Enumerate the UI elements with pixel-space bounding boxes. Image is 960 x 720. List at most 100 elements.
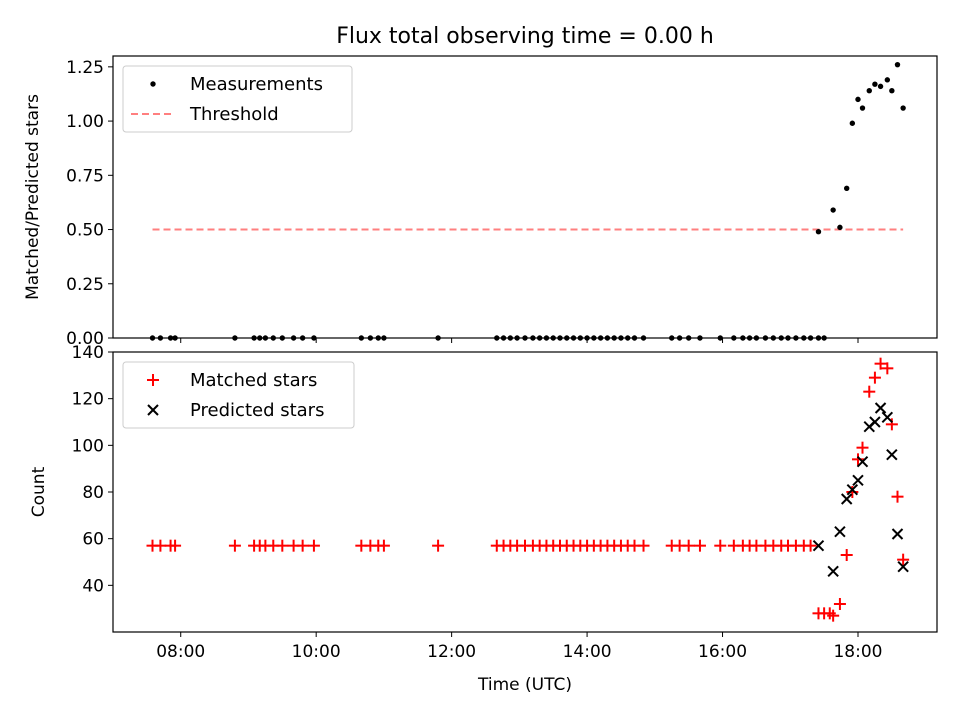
measurement-point: [550, 335, 556, 341]
measurement-point: [830, 207, 836, 213]
top-y-tick-label: 0.25: [66, 275, 104, 295]
measurement-point: [676, 335, 683, 341]
measurement-point: [821, 335, 827, 341]
measurement-point: [770, 335, 777, 341]
top-panel: 0.00 0.25 0.50 0.75 1.00 1.25 Matched/Predict…: [23, 55, 938, 349]
matched-star-point: [307, 539, 320, 552]
measurement-point: [849, 120, 856, 126]
matched-star-point: [154, 539, 167, 552]
legend-matched-marker: [147, 374, 159, 386]
legend-matched-label: Matched stars: [190, 370, 317, 391]
predicted-star-point: [812, 539, 825, 552]
measurement-point: [358, 335, 365, 341]
measurement-point: [697, 335, 703, 341]
matched-star-point: [891, 490, 904, 503]
matched-star-point: [296, 539, 309, 552]
bottom-x-tick-label: 14:00: [563, 642, 612, 662]
measurement-point: [611, 335, 617, 341]
bottom-x-tick-label: 08:00: [156, 642, 205, 662]
legend-threshold-label: Threshold: [189, 104, 279, 125]
predicted-star-point: [891, 528, 904, 540]
bottom-legend: Matched stars Predicted stars: [122, 361, 355, 429]
measurement-point: [232, 335, 238, 341]
measurement-point: [762, 335, 769, 341]
bottom-marks: [146, 357, 910, 622]
predicted-star-point: [852, 474, 864, 487]
measurement-point: [884, 77, 891, 83]
legend-predicted-label: Predicted stars: [190, 400, 324, 421]
measurement-point: [543, 335, 550, 341]
matched-star-point: [804, 539, 817, 552]
matched-star-point: [856, 441, 869, 454]
measurement-point: [435, 335, 441, 341]
measurement-point: [618, 335, 624, 341]
bottom-y-tick-label: 100: [72, 436, 104, 456]
measurement-point: [522, 335, 528, 341]
measurement-point: [500, 335, 507, 341]
measurement-point: [669, 335, 675, 341]
predicted-star-point: [827, 565, 839, 578]
predicted-star-point: [869, 416, 881, 428]
measurement-point: [859, 105, 866, 111]
predicted-star-point: [834, 525, 846, 538]
matched-star-point: [693, 539, 706, 552]
predicted-star-point: [846, 483, 859, 496]
measurement-point: [855, 96, 861, 103]
measurement-point: [270, 335, 276, 341]
predicted-star-point: [886, 448, 898, 461]
measurement-point: [778, 335, 784, 341]
bottom-x-axis-label: Time (UTC): [477, 675, 572, 695]
measurement-point: [257, 335, 263, 341]
top-y-axis-label: Matched/Predicted stars: [23, 94, 43, 300]
measurement-point: [290, 335, 297, 341]
measurement-point: [731, 335, 737, 341]
measurement-point: [149, 335, 156, 341]
figure-title: Flux total observing time = 0.00 h: [336, 24, 714, 49]
bottom-y-ticks: 40 60 80 100 120 140: [72, 343, 113, 596]
bottom-x-tick-label: 10:00: [292, 642, 341, 662]
matched-star-point: [637, 539, 650, 552]
matched-star-point: [377, 539, 390, 552]
measurement-point: [815, 335, 822, 341]
measurement-point: [262, 335, 269, 341]
bottom-y-tick-label: 60: [82, 530, 104, 550]
measurement-point: [591, 335, 597, 341]
predicted-star-point: [840, 493, 853, 505]
measurement-point: [367, 335, 374, 341]
measurement-point: [251, 335, 257, 341]
legend-predicted-marker: [147, 404, 159, 416]
bottom-x-ticks: 08:00 10:00 12:00 14:00 16:00 18:00: [156, 632, 882, 662]
measurement-point: [157, 335, 164, 341]
matched-star-point: [840, 549, 853, 561]
measurement-point: [299, 335, 306, 341]
bottom-x-tick-label: 16:00: [698, 642, 747, 662]
measurement-point: [900, 105, 906, 111]
measurement-point: [507, 335, 514, 341]
bottom-y-tick-label: 80: [82, 483, 104, 503]
measurement-point: [514, 335, 520, 341]
measurement-point: [375, 335, 381, 341]
measurement-point: [815, 229, 822, 235]
top-y-tick-label: 1.25: [66, 58, 104, 78]
legend-measurements-marker: [150, 81, 156, 87]
predicted-star-point: [897, 560, 909, 573]
top-y-ticks: 0.00 0.25 0.50 0.75 1.00 1.25: [66, 58, 113, 349]
matched-star-point: [228, 539, 241, 552]
bottom-y-tick-label: 40: [82, 576, 104, 596]
measurement-point: [801, 335, 807, 341]
top-marks: [149, 61, 906, 341]
matched-star-point: [169, 539, 182, 552]
measurement-point: [279, 335, 286, 341]
measurement-point: [894, 61, 901, 68]
measurement-point: [785, 335, 791, 341]
top-legend: Measurements Threshold: [122, 65, 353, 133]
measurement-point: [631, 335, 638, 341]
legend-measurements-label: Measurements: [190, 74, 323, 95]
matched-star-point: [863, 385, 876, 398]
top-y-tick-label: 0.75: [66, 166, 104, 186]
measurement-point: [740, 335, 746, 341]
bottom-y-tick-label: 120: [72, 390, 104, 410]
matched-star-point: [881, 362, 894, 375]
measurement-point: [570, 335, 577, 341]
